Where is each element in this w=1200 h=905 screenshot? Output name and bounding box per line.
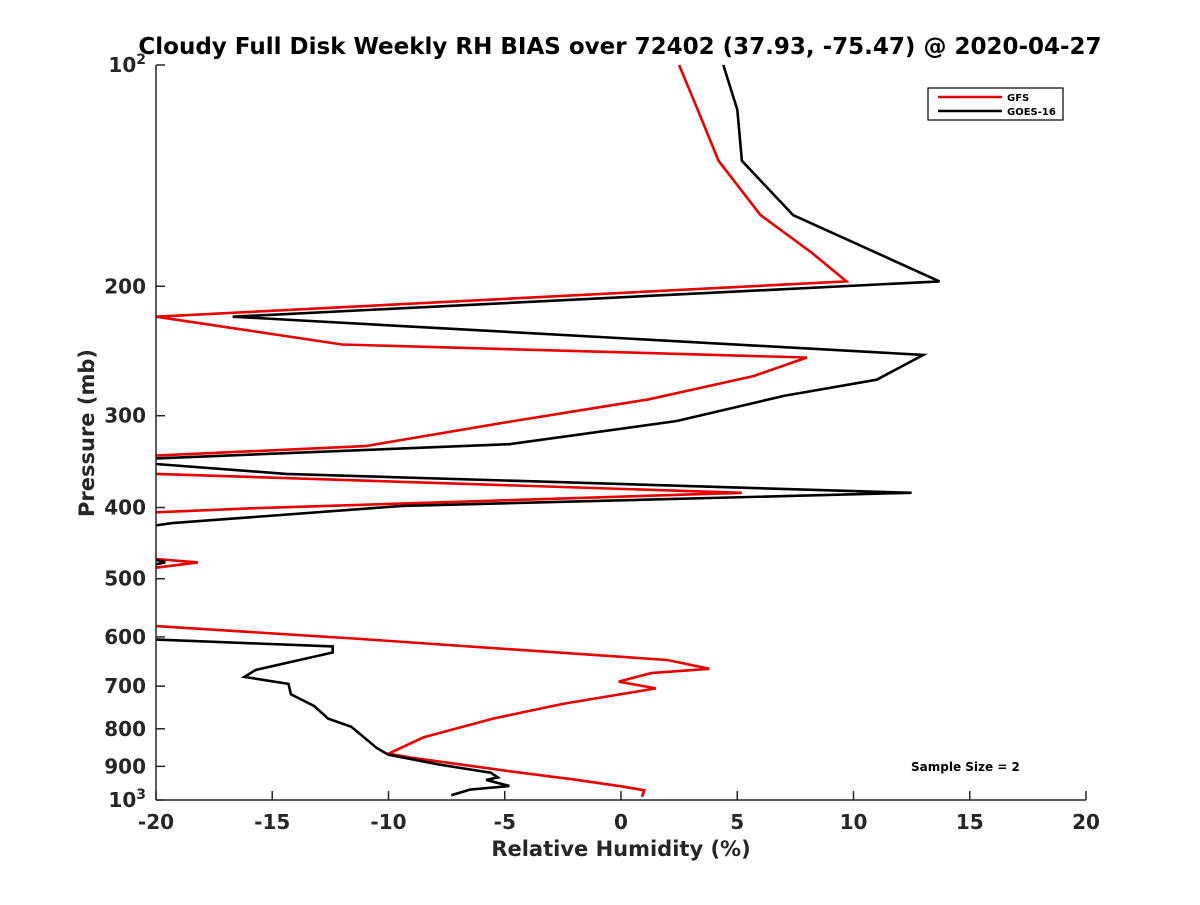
y-tick-label: 700	[104, 674, 146, 698]
y-tick-exponent: 3	[136, 787, 146, 803]
y-tick-exponent: 2	[136, 52, 146, 68]
y-axis-label: Pressure (mb)	[75, 349, 99, 517]
series-line-gfs-segment-2	[155, 472, 742, 514]
sample-size-annotation: Sample Size = 2	[911, 760, 1020, 774]
series-line-goes16-segment-2	[155, 462, 912, 527]
series-line-gfs-segment-4	[155, 624, 710, 798]
x-tick-label: 20	[1072, 810, 1100, 834]
y-tick-label: 200	[104, 274, 146, 298]
x-tick-label: -20	[138, 810, 174, 834]
x-axis-ticks: -20 -15 -10 -5 0 5 10 15 20	[138, 791, 1100, 834]
x-tick-label: -15	[254, 810, 290, 834]
x-tick-label: 5	[730, 810, 744, 834]
legend-label-gfs: GFS	[1007, 93, 1029, 104]
y-tick-label: 102	[108, 52, 146, 77]
legend-label-goes16: GOES-16	[1007, 107, 1056, 118]
x-axis-label: Relative Humidity (%)	[491, 837, 750, 861]
legend: GFS GOES-16	[927, 87, 1064, 121]
series-line-gfs-segment-1	[155, 64, 850, 457]
y-tick-label: 800	[104, 717, 146, 741]
y-tick-label: 400	[104, 496, 146, 520]
x-tick-label: -5	[494, 810, 516, 834]
y-tick-base: 10	[108, 53, 136, 77]
x-tick-label: 10	[840, 810, 868, 834]
x-tick-label: 15	[956, 810, 984, 834]
series-layer	[155, 64, 941, 798]
y-tick-label: 500	[104, 567, 146, 591]
y-tick-label: 103	[108, 787, 146, 812]
y-tick-label: 900	[104, 754, 146, 778]
series-line-goes16-segment-4	[155, 638, 510, 797]
y-tick-base: 10	[108, 788, 136, 812]
legend-box	[927, 87, 1064, 121]
series-line-goes16-segment-1	[155, 64, 941, 460]
chart-title: Cloudy Full Disk Weekly RH BIAS over 724…	[138, 34, 1101, 60]
x-tick-label: -10	[370, 810, 406, 834]
series-line-gfs-segment-3	[155, 557, 199, 569]
y-tick-label: 300	[104, 404, 146, 428]
x-tick-label: 0	[614, 810, 628, 834]
series-line-goes16-segment-3	[155, 558, 166, 566]
y-tick-label: 600	[104, 625, 146, 649]
